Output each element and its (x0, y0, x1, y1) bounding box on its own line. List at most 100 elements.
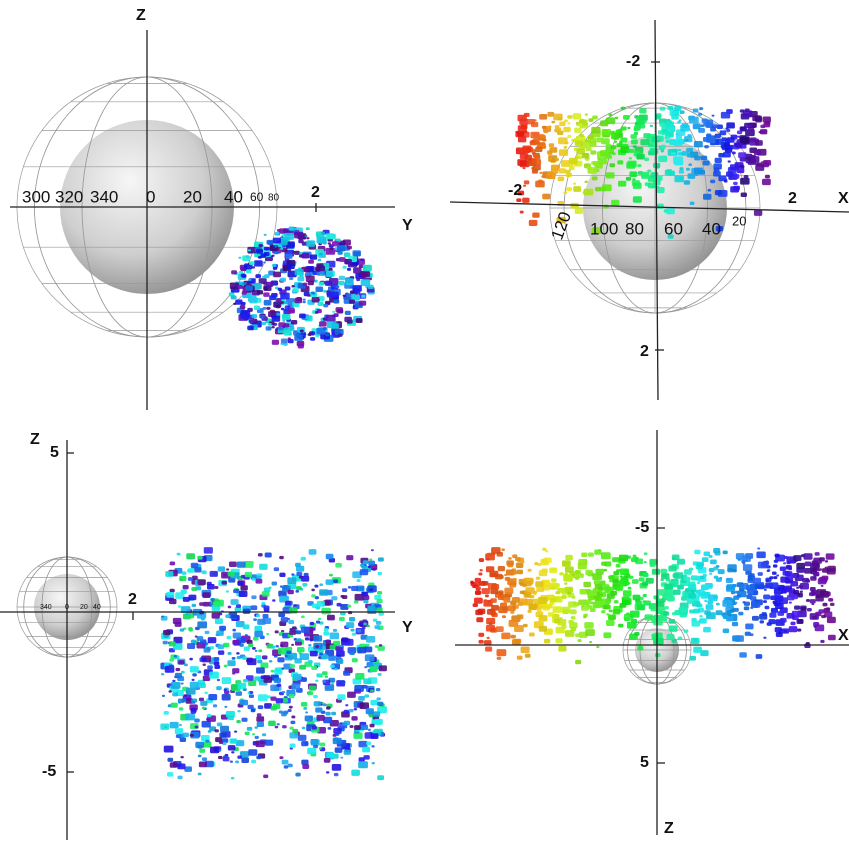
blob (343, 295, 346, 297)
blob (542, 194, 550, 200)
blob (473, 603, 478, 607)
blob (256, 716, 264, 722)
blob (524, 180, 530, 184)
blob (486, 625, 495, 632)
blob (532, 163, 535, 165)
blob (612, 152, 616, 155)
blob (520, 560, 524, 563)
blob (360, 702, 369, 709)
blob (668, 566, 676, 572)
blob (272, 264, 277, 267)
blob (330, 632, 339, 639)
blob (641, 172, 649, 178)
blob (475, 610, 483, 615)
blob (485, 594, 489, 597)
blob (192, 673, 197, 676)
blob (699, 615, 702, 617)
blob (581, 553, 587, 557)
blob (324, 628, 329, 631)
blob (714, 576, 719, 579)
blob (285, 305, 291, 309)
blob (318, 618, 321, 620)
blob (376, 621, 381, 625)
blob (590, 150, 596, 154)
blob (208, 694, 217, 700)
blob (191, 640, 196, 644)
blob (583, 616, 586, 618)
blob (652, 634, 660, 639)
blob (733, 569, 737, 572)
blob (377, 591, 382, 595)
blob (275, 293, 278, 295)
blob (320, 675, 323, 677)
blob (352, 658, 358, 662)
blob (633, 196, 642, 202)
blob (633, 145, 637, 148)
blob (559, 122, 565, 127)
blob (194, 567, 201, 572)
blob (548, 126, 552, 129)
blob (231, 599, 239, 605)
blob (637, 646, 643, 650)
blob (536, 587, 544, 593)
blob (197, 621, 207, 628)
blob (306, 315, 312, 319)
blob (266, 633, 269, 635)
blob (735, 635, 744, 642)
blob (330, 248, 334, 251)
blob (769, 576, 773, 579)
blob (596, 646, 599, 648)
blob (600, 580, 606, 584)
blob (754, 210, 762, 216)
blob (258, 649, 262, 652)
blob (498, 566, 505, 571)
blob (172, 680, 175, 682)
blob (360, 725, 368, 730)
blob (627, 622, 637, 629)
blob (688, 163, 692, 166)
blob (254, 241, 257, 243)
blob (247, 326, 254, 331)
blob (186, 553, 195, 559)
blob (346, 622, 354, 628)
blob (366, 741, 371, 745)
blob (796, 567, 804, 573)
blob (177, 776, 182, 780)
blob (713, 163, 721, 169)
blob (328, 656, 335, 661)
blob (330, 664, 335, 667)
longitude-label: 40 (93, 604, 101, 611)
blob (544, 639, 550, 644)
blob (684, 629, 689, 632)
blob (678, 119, 681, 121)
blob (633, 595, 641, 601)
blob (209, 672, 219, 679)
blob (371, 733, 379, 739)
blob (319, 583, 323, 586)
blob (334, 773, 339, 776)
blob (255, 274, 261, 278)
blob (307, 748, 316, 754)
blob (186, 688, 196, 695)
blob (263, 282, 267, 285)
blob (233, 589, 239, 593)
blob (287, 577, 296, 583)
blob (517, 159, 527, 166)
blob (368, 566, 371, 568)
blob (620, 576, 623, 578)
blob (773, 564, 778, 567)
blob (233, 303, 236, 305)
blob (667, 597, 674, 602)
blob (199, 762, 207, 768)
blob (271, 670, 275, 673)
blob (665, 136, 670, 140)
blob (326, 554, 334, 559)
blob (218, 644, 225, 649)
blob (240, 305, 246, 309)
blob (216, 686, 222, 690)
blob (299, 665, 306, 670)
blob (320, 742, 326, 746)
blob (601, 610, 605, 613)
blob (214, 586, 218, 589)
blob (315, 311, 319, 314)
